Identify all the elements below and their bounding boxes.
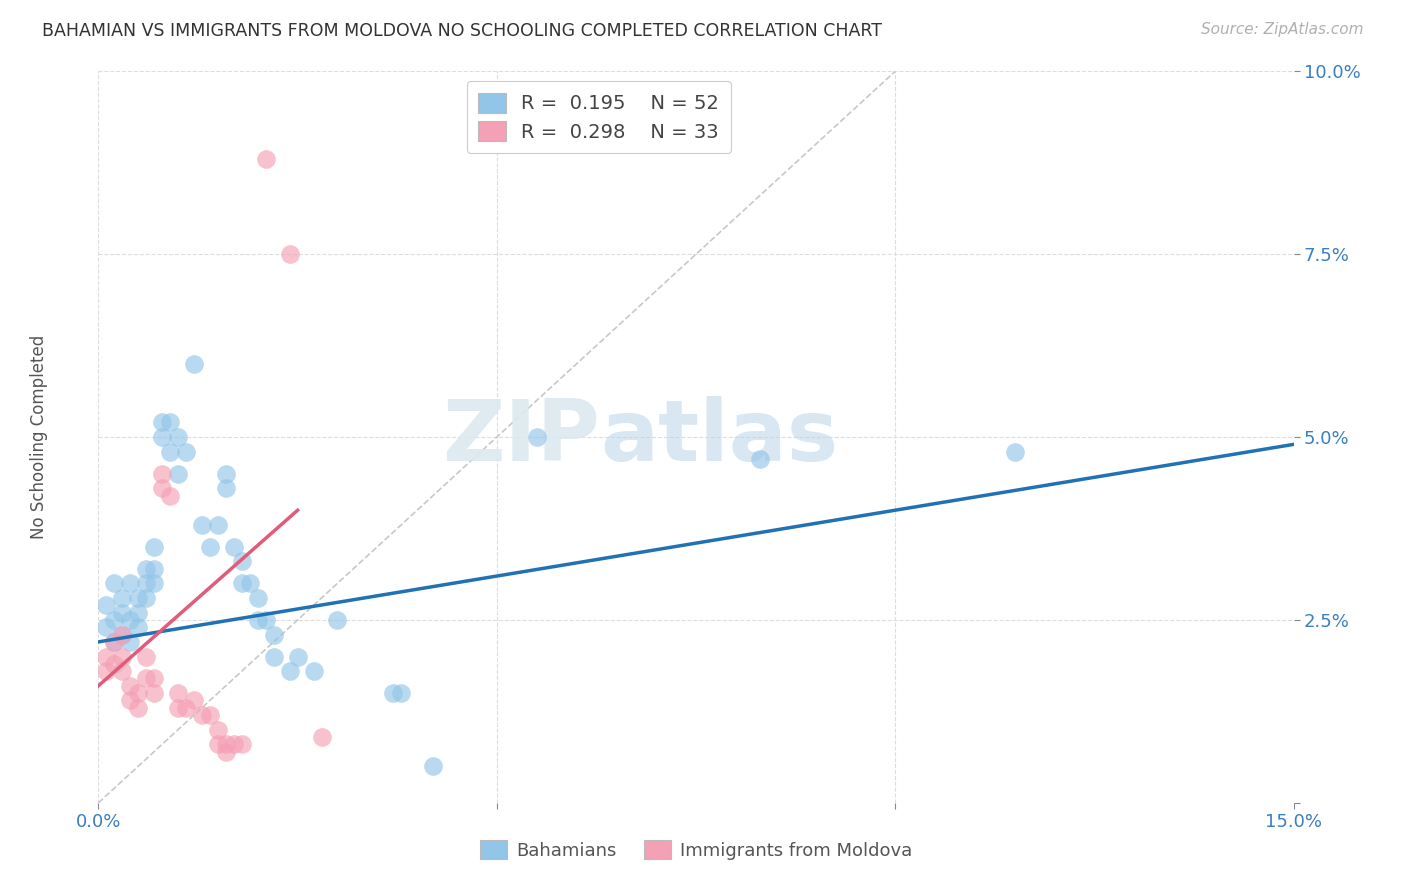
Point [748, 452, 770, 467]
Point [143, 540, 166, 554]
Point [215, 467, 238, 481]
Point [167, 430, 190, 444]
Point [215, 481, 238, 495]
Legend: Bahamians, Immigrants from Moldova: Bahamians, Immigrants from Moldova [472, 833, 920, 867]
Point [150, 467, 173, 481]
Point [382, 686, 405, 700]
Point [263, 649, 285, 664]
Point [198, 540, 221, 554]
Point [159, 489, 181, 503]
Point [150, 481, 173, 495]
Point [287, 649, 309, 664]
Point [143, 576, 166, 591]
Point [207, 723, 229, 737]
Point [96, 620, 118, 634]
Point [422, 759, 444, 773]
Point [111, 606, 134, 620]
Point [526, 430, 548, 444]
Point [207, 517, 229, 532]
Point [103, 576, 125, 591]
Point [246, 613, 269, 627]
Point [159, 444, 181, 458]
Point [183, 693, 205, 707]
Point [96, 664, 118, 678]
Point [198, 708, 221, 723]
Text: BAHAMIAN VS IMMIGRANTS FROM MOLDOVA NO SCHOOLING COMPLETED CORRELATION CHART: BAHAMIAN VS IMMIGRANTS FROM MOLDOVA NO S… [42, 22, 882, 40]
Point [135, 672, 157, 686]
Point [127, 606, 149, 620]
Point [127, 686, 149, 700]
Point [215, 737, 238, 751]
Point [127, 591, 149, 605]
Text: No Schooling Completed: No Schooling Completed [30, 335, 48, 539]
Point [120, 576, 142, 591]
Point [231, 737, 253, 751]
Text: atlas: atlas [600, 395, 838, 479]
Point [111, 664, 134, 678]
Point [135, 576, 157, 591]
Point [278, 664, 301, 678]
Point [127, 620, 149, 634]
Point [150, 430, 173, 444]
Point [143, 686, 166, 700]
Point [150, 416, 173, 430]
Point [120, 613, 142, 627]
Point [111, 649, 134, 664]
Point [239, 576, 262, 591]
Point [135, 591, 157, 605]
Point [246, 591, 269, 605]
Point [103, 635, 125, 649]
Point [143, 672, 166, 686]
Point [278, 247, 301, 261]
Point [167, 686, 190, 700]
Point [120, 679, 142, 693]
Point [120, 635, 142, 649]
Point [159, 416, 181, 430]
Point [127, 700, 149, 714]
Text: ZIP: ZIP [443, 395, 600, 479]
Point [222, 540, 245, 554]
Point [111, 627, 134, 641]
Point [167, 700, 190, 714]
Point [302, 664, 325, 678]
Point [120, 693, 142, 707]
Text: Source: ZipAtlas.com: Source: ZipAtlas.com [1201, 22, 1364, 37]
Point [174, 700, 197, 714]
Point [191, 708, 214, 723]
Point [231, 554, 253, 568]
Point [326, 613, 349, 627]
Point [167, 467, 190, 481]
Point [111, 591, 134, 605]
Point [111, 627, 134, 641]
Point [215, 745, 238, 759]
Point [207, 737, 229, 751]
Point [183, 357, 205, 371]
Point [96, 649, 118, 664]
Point [103, 657, 125, 671]
Point [103, 635, 125, 649]
Point [231, 576, 253, 591]
Point [96, 599, 118, 613]
Point [389, 686, 412, 700]
Point [135, 649, 157, 664]
Point [174, 444, 197, 458]
Point [103, 613, 125, 627]
Point [191, 517, 214, 532]
Point [311, 730, 333, 744]
Point [222, 737, 245, 751]
Point [135, 562, 157, 576]
Point [263, 627, 285, 641]
Point [254, 613, 277, 627]
Point [1004, 444, 1026, 458]
Point [143, 562, 166, 576]
Point [254, 152, 277, 166]
